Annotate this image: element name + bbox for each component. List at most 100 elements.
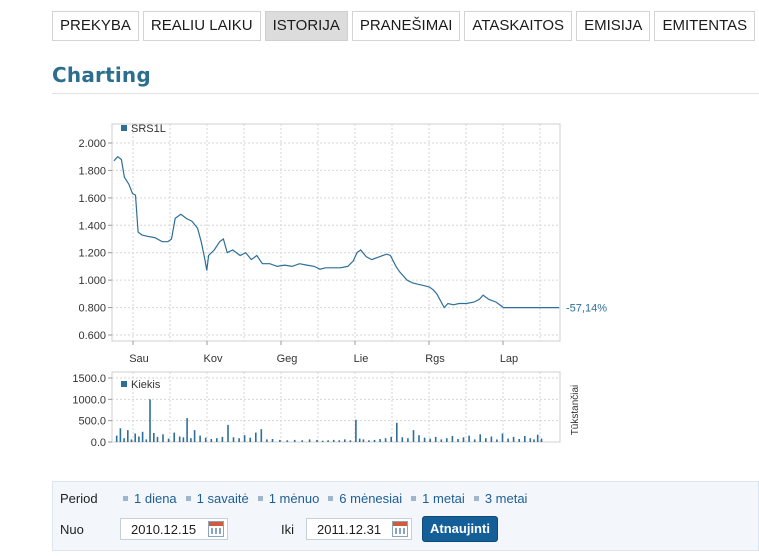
price-y-tick-label: 1.200 — [78, 248, 106, 260]
period-1-menuo[interactable]: 1 mėnuo — [257, 490, 320, 506]
volume-bar — [178, 436, 181, 442]
period-label: Period — [60, 490, 98, 506]
period-1-metai-label: 1 metai — [422, 490, 465, 506]
period-1-menuo-label: 1 mėnuo — [268, 490, 320, 506]
price-y-tick-label: 0.800 — [78, 303, 106, 315]
volume-bar — [279, 439, 281, 442]
volume-bar — [434, 436, 437, 442]
calendar-icon[interactable] — [392, 521, 408, 537]
volume-bar — [123, 438, 125, 442]
volume-bar — [358, 438, 361, 442]
volume-bar — [529, 438, 532, 442]
price-legend-marker — [121, 125, 127, 131]
refresh-button[interactable]: Atnaujinti — [422, 516, 498, 542]
x-tick-label: Geg — [277, 353, 298, 365]
period-options: 1 diena 1 savaitė 1 mėnuo 6 mėnesiai 1 m… — [123, 491, 527, 506]
volume-bar — [204, 437, 207, 442]
volume-bar — [362, 439, 365, 442]
price-legend-label: SRS1L — [131, 123, 166, 135]
period-1-savaite[interactable]: 1 savaitė — [185, 490, 249, 506]
volume-bar — [321, 440, 324, 442]
volume-bar — [173, 432, 175, 442]
from-date-field[interactable]: 2010.12.15 — [120, 518, 228, 540]
price-y-tick-label: 0.600 — [78, 330, 106, 342]
x-tick-label: Lap — [500, 353, 518, 365]
volume-bar — [301, 440, 303, 442]
to-date-value: 2011.12.31 — [317, 521, 382, 537]
tab-ataskaitos[interactable]: ATASKAITOS — [464, 11, 573, 41]
volume-bar — [266, 439, 268, 442]
volume-bar — [533, 439, 535, 442]
volume-bar — [199, 435, 201, 442]
volume-bar — [412, 430, 415, 442]
volume-bar — [332, 439, 335, 442]
calendar-icon[interactable] — [208, 521, 224, 537]
price-y-tick-label: 1.600 — [78, 193, 106, 205]
volume-bar — [271, 439, 274, 442]
volume-bar — [344, 439, 346, 442]
title-divider — [52, 93, 759, 94]
period-1-diena[interactable]: 1 diena — [123, 491, 177, 506]
volume-y-tick-label: 0.0 — [91, 437, 106, 449]
volume-bar — [379, 439, 381, 442]
period-6-menesiai[interactable]: 6 mėnesiai — [328, 491, 402, 506]
tab-realiu-laiku[interactable]: REALIU LAIKU — [142, 11, 261, 41]
volume-bar — [423, 437, 426, 442]
volume-bar — [507, 438, 509, 442]
price-volume-chart: 2.000 1.800 1.600 1.400 1.200 1.000 0.800 0.600… — [72, 123, 607, 449]
bullet-icon — [328, 495, 334, 501]
volume-bar — [536, 434, 539, 442]
period-6-menesiai-label: 6 mėnesiai — [339, 490, 403, 506]
volume-bar — [451, 436, 454, 442]
x-tick-label: Kov — [204, 353, 223, 365]
period-1-savaite-label: 1 savaitė — [196, 490, 249, 506]
volume-bar — [227, 424, 229, 442]
volume-bar — [540, 438, 543, 442]
period-1-diena-label: 1 diena — [134, 490, 177, 506]
volume-bar — [349, 440, 352, 442]
volume-bar — [260, 429, 263, 442]
volume-bar — [134, 433, 136, 442]
volume-bar — [127, 430, 129, 442]
volume-bar — [141, 431, 144, 442]
volume-bar — [473, 439, 476, 442]
volume-bar — [210, 439, 213, 442]
tab-prekyba[interactable]: PREKYBA — [52, 11, 139, 41]
price-y-tick-label: 1.000 — [78, 275, 106, 287]
tab-emisija[interactable]: EMISIJA — [576, 11, 651, 41]
volume-bar — [407, 438, 409, 442]
volume-bar — [119, 428, 122, 442]
bullet-icon — [411, 495, 417, 501]
page-title: Charting — [52, 63, 151, 87]
volume-bar — [293, 439, 296, 442]
price-y-tick-label: 2.000 — [78, 138, 106, 150]
volume-bar — [368, 440, 370, 442]
period-1-metai[interactable]: 1 metai — [411, 491, 465, 506]
volume-bar — [216, 438, 218, 442]
volume-bar — [308, 439, 311, 442]
volume-bar — [338, 440, 341, 442]
volume-bar — [418, 435, 420, 442]
tab-emitentas[interactable]: EMITENTAS — [654, 11, 756, 41]
volume-bar — [446, 438, 448, 442]
volume-bar — [238, 438, 240, 442]
volume-bar — [512, 436, 515, 442]
volume-y-tick-label: 1500.0 — [72, 373, 106, 385]
tab-pranesimai[interactable]: PRANEŠIMAI — [351, 11, 461, 41]
to-date-field[interactable]: 2011.12.31 — [306, 518, 412, 540]
volume-bar — [401, 437, 404, 442]
volume-bar — [145, 439, 148, 442]
change-percent-label: -57,14% — [566, 303, 607, 315]
volume-bar — [373, 439, 376, 442]
volume-bar — [162, 434, 164, 442]
bullet-icon — [123, 495, 128, 501]
volume-bar — [390, 436, 392, 442]
price-plot-frame — [111, 123, 561, 342]
bullet-icon — [473, 495, 479, 501]
volume-bar — [518, 439, 520, 442]
tab-istorija[interactable]: ISTORIJA — [264, 11, 348, 41]
volume-bar — [327, 440, 329, 442]
volume-y-tick-label: 500.0 — [78, 416, 106, 428]
volume-bar — [286, 440, 289, 442]
period-3-metai[interactable]: 3 metai — [473, 491, 527, 506]
